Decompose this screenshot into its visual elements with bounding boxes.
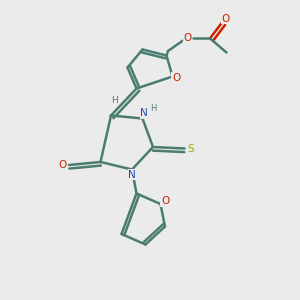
Text: O: O (172, 73, 180, 83)
Text: O: O (183, 33, 192, 43)
Text: O: O (161, 196, 169, 206)
Text: N: N (140, 108, 148, 118)
Text: H: H (150, 103, 156, 112)
Text: H: H (111, 96, 118, 105)
Text: O: O (221, 14, 230, 24)
Text: O: O (59, 160, 67, 170)
Text: N: N (128, 170, 136, 180)
Text: S: S (187, 143, 194, 154)
